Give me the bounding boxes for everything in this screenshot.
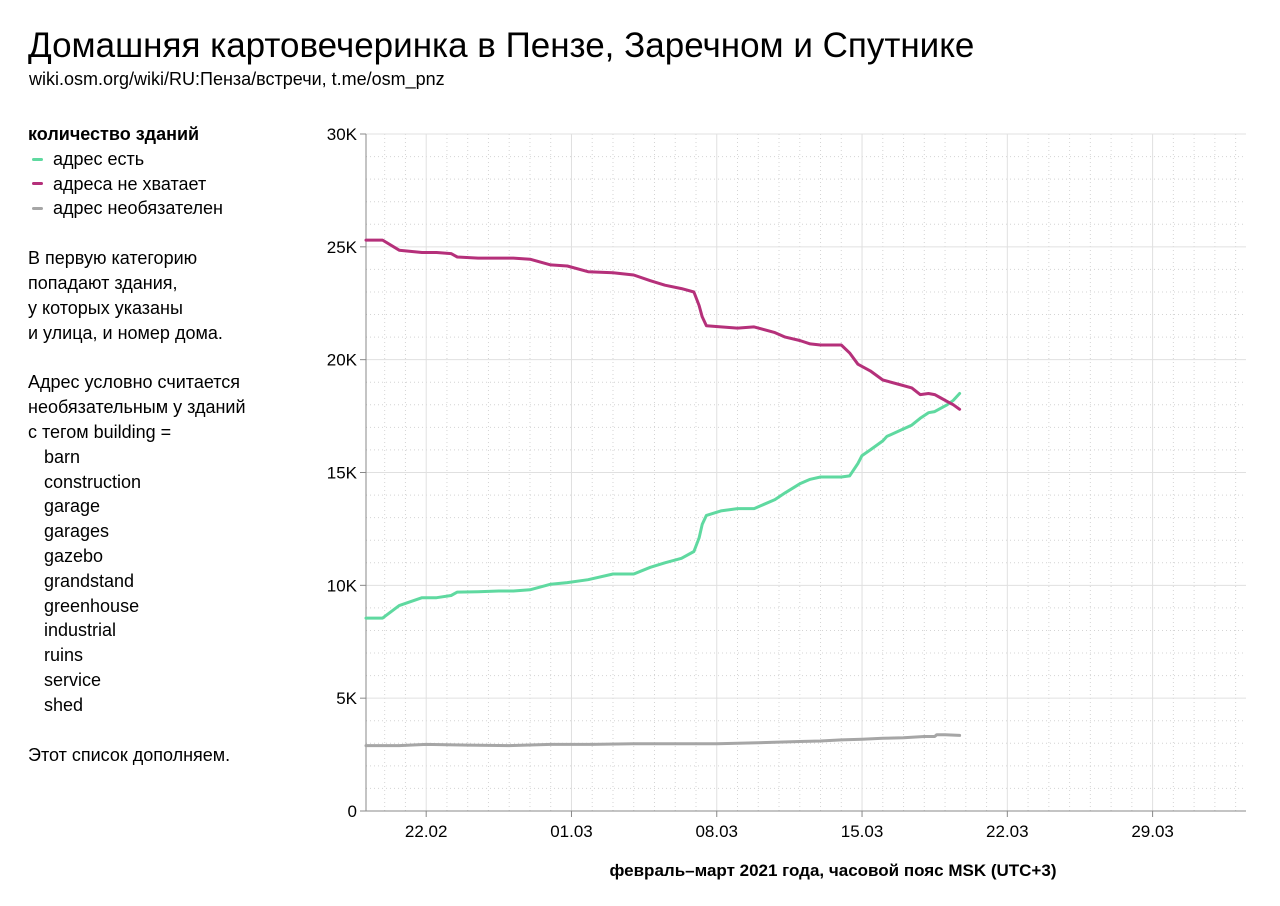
x-axis-label: февраль–март 2021 года, часовой пояс MSK… (610, 861, 1057, 880)
y-tick-label: 20K (327, 351, 358, 370)
building-tag: barn (44, 446, 81, 467)
building-tag: ruins (44, 645, 84, 666)
y-tick-label: 0 (348, 802, 357, 821)
building-tag: gazebo (44, 545, 104, 566)
x-tick-label: 08.03 (695, 822, 738, 841)
y-tick-label: 30K (327, 125, 358, 144)
series-line-1 (364, 238, 962, 411)
note-line: и улица, и номер дома. (28, 322, 223, 343)
page-title: Домашняя картовечеринка в Пензе, Заречно… (28, 26, 975, 65)
note-first-category: В первую категорию попадают здания, у ко… (28, 246, 298, 345)
building-tag: garage (44, 496, 101, 517)
series-line-2 (364, 733, 962, 748)
x-tick-label: 29.03 (1131, 822, 1174, 841)
x-tick-label: 15.03 (841, 822, 884, 841)
x-tick-label: 22.03 (986, 822, 1029, 841)
note-list-extended: Этот список дополняем. (28, 744, 231, 765)
legend-title: количество зданий (28, 124, 200, 144)
y-tick-label: 10K (327, 576, 358, 595)
x-tick-label: 01.03 (550, 822, 593, 841)
building-tag: grandstand (44, 570, 135, 591)
legend-swatch-gray (32, 207, 43, 211)
legend-item-address-missing: адреса не хватает (28, 172, 298, 197)
y-tick-label: 25K (327, 238, 358, 257)
note-line: В первую категорию (28, 248, 198, 269)
legend-item-address-present: адрес есть (28, 147, 298, 172)
note-line: с тегом building = (28, 421, 172, 442)
building-tag-list: barn construction garage garages gazebo … (28, 445, 298, 718)
building-tag: greenhouse (44, 595, 140, 616)
legend-label: адрес необязателен (53, 198, 223, 219)
building-tag: service (44, 669, 102, 690)
y-tick-label: 15K (327, 464, 358, 483)
legend-swatch-green (32, 157, 43, 161)
building-tag: construction (44, 471, 142, 492)
sidebar: количество зданий адрес есть адреса не х… (28, 122, 298, 767)
legend-label: адрес есть (53, 148, 145, 169)
note-line: Адрес условно считается (28, 372, 241, 393)
x-tick-label: 22.02 (405, 822, 448, 841)
legend-item-address-optional: адрес необязателен (28, 196, 298, 221)
building-tag: industrial (44, 620, 117, 641)
legend-label: адреса не хватает (53, 173, 207, 194)
building-tag: shed (44, 694, 84, 715)
page-subtitle: wiki.osm.org/wiki/RU:Пенза/встречи, t.me… (29, 69, 445, 89)
legend-swatch-magenta (32, 182, 43, 186)
note-line: у которых указаны (28, 297, 183, 318)
building-tag: garages (44, 521, 110, 542)
note-optional-address: Адрес условно считается необязательным у… (28, 370, 298, 444)
note-line: необязательным у зданий (28, 397, 246, 418)
series-line-0 (364, 392, 962, 620)
y-tick-label: 5K (336, 689, 357, 708)
note-line: попадают здания, (28, 272, 178, 293)
